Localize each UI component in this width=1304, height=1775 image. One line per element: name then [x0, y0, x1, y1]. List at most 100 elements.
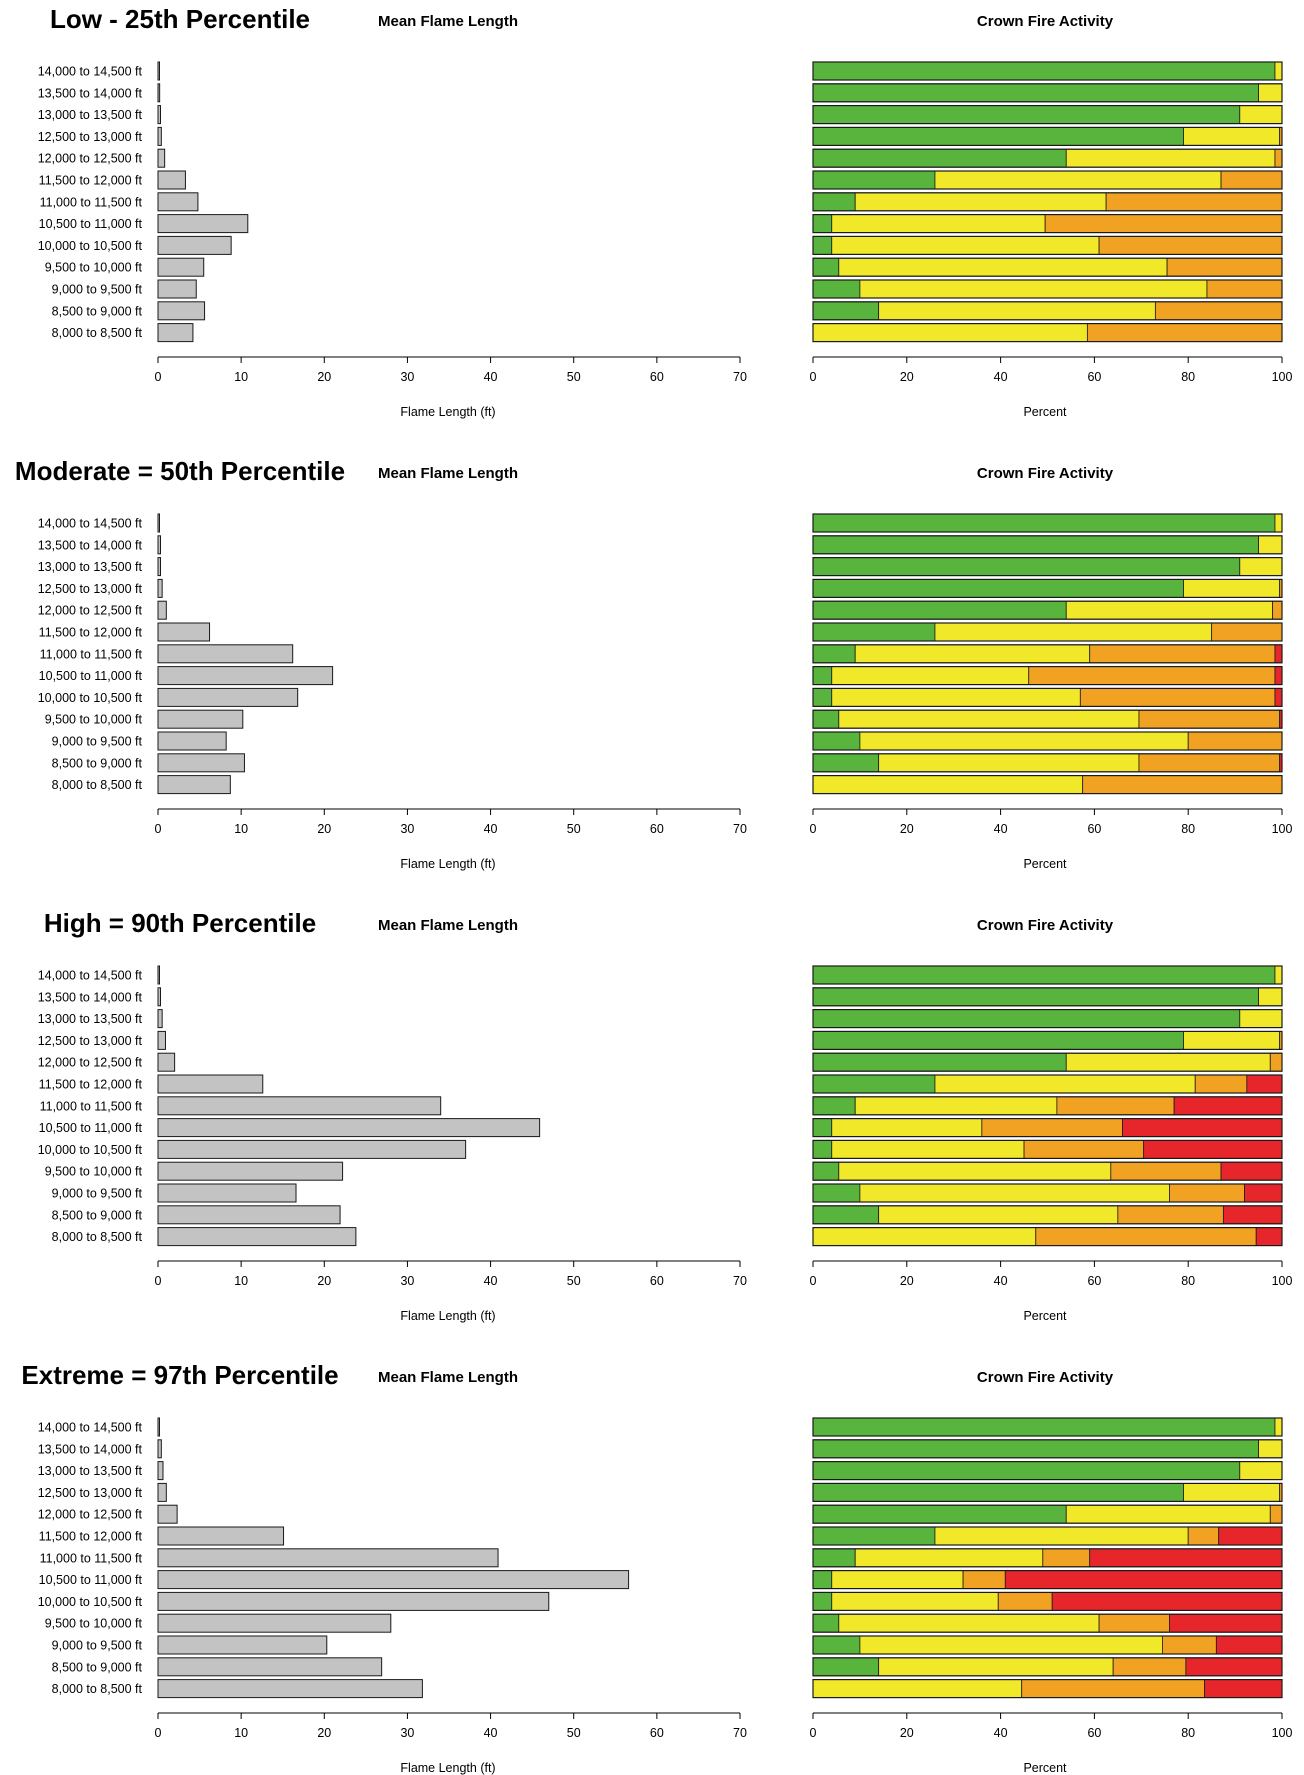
- flame-bar: [157, 687, 299, 707]
- flame-tick-label: 60: [650, 822, 664, 836]
- elevation-label: 11,500 to 12,000 ft: [39, 1530, 143, 1544]
- flame-bar: [157, 1526, 285, 1546]
- crown-chart-title: Crown Fire Activity: [977, 465, 1114, 482]
- panel-3: High = 90th Percentile Mean Flame Length C…: [38, 908, 1293, 1323]
- flame-bar: [157, 1205, 341, 1225]
- crown-segment: [812, 1461, 1241, 1480]
- crown-segment: [838, 1161, 1112, 1181]
- crown-tick-label: 80: [1181, 822, 1195, 836]
- crown-segment: [997, 1591, 1053, 1611]
- crown-chart-title: Crown Fire Activity: [977, 917, 1114, 934]
- flame-bar: [157, 1009, 163, 1029]
- flame-bar: [157, 1052, 176, 1072]
- crown-bar-outline: [812, 1570, 1283, 1590]
- scenario-title: Low - 25th Percentile: [50, 4, 310, 34]
- crown-segment: [1258, 987, 1283, 1007]
- crown-tick-label: 80: [1181, 370, 1195, 384]
- crown-bar-outline: [812, 1008, 1283, 1029]
- crown-fire-chart: 0 20 40 60 80 100 Percent: [810, 1417, 1292, 1775]
- crown-bar-outline: [812, 622, 1283, 642]
- flame-bar: [157, 83, 161, 103]
- crown-segment: [1044, 214, 1283, 234]
- flame-tick-label: 60: [650, 370, 664, 384]
- crown-segment: [831, 687, 1081, 707]
- crown-fire-chart: 0 20 40 60 80 100 Percent: [810, 965, 1292, 1323]
- crown-segment: [1021, 1679, 1206, 1699]
- elevation-label: 12,500 to 13,000 ft: [38, 130, 143, 144]
- crown-bar-outline: [812, 1030, 1283, 1051]
- crown-segment: [812, 1679, 1023, 1699]
- flame-bar: [157, 513, 160, 533]
- flame-tick-label: 20: [317, 1274, 331, 1288]
- crown-segment: [812, 1139, 833, 1159]
- crown-segment: [1183, 1031, 1281, 1050]
- scenario-title: Extreme = 97th Percentile: [21, 1360, 338, 1390]
- crown-bar-outline: [812, 687, 1283, 707]
- flame-bar: [157, 235, 232, 255]
- crown-segment: [1258, 1439, 1283, 1459]
- flame-tick-label: 70: [733, 1274, 747, 1288]
- flame-tick-label: 30: [400, 370, 414, 384]
- crown-segment: [812, 1074, 936, 1094]
- crown-segment: [1089, 1548, 1283, 1568]
- scenario-title: Moderate = 50th Percentile: [15, 456, 345, 486]
- crown-segment: [1138, 753, 1281, 773]
- flame-chart-title: Mean Flame Length: [378, 465, 518, 482]
- crown-segment: [1239, 1461, 1283, 1480]
- flame-bar: [157, 775, 231, 795]
- crown-segment: [1183, 579, 1281, 598]
- crown-segment: [1211, 622, 1283, 642]
- flame-tick-label: 40: [484, 1726, 498, 1740]
- flame-tick-label: 50: [567, 1726, 581, 1740]
- crown-segment: [1183, 127, 1281, 146]
- flame-tick-label: 20: [317, 822, 331, 836]
- crown-segment: [1065, 600, 1274, 620]
- elevation-label: 10,000 to 10,500 ft: [38, 1143, 143, 1157]
- crown-segment: [812, 1526, 936, 1546]
- crown-segment: [812, 775, 1084, 795]
- crown-tick-label: 80: [1181, 1726, 1195, 1740]
- flame-length-chart: 14,000 to 14,500 ft 13,500 to 14,000 ft 13…: [38, 965, 747, 1323]
- crown-segment: [1220, 1161, 1283, 1181]
- crown-segment: [1274, 1417, 1283, 1437]
- elevation-label: 12,000 to 12,500 ft: [38, 1508, 143, 1522]
- flame-bar: [157, 1118, 541, 1138]
- crown-bar-outline: [812, 1052, 1283, 1072]
- elevation-label: 9,000 to 9,500 ft: [52, 1187, 143, 1201]
- flame-bar: [157, 192, 199, 212]
- crown-bar-outline: [812, 323, 1283, 343]
- crown-bar-outline: [812, 965, 1283, 985]
- elevation-label: 10,500 to 11,000 ft: [39, 217, 143, 231]
- flame-bar: [157, 323, 194, 343]
- crown-segment: [1206, 279, 1283, 299]
- crown-bar-outline: [812, 578, 1283, 599]
- crown-segment: [812, 1591, 833, 1611]
- flame-tick-label: 0: [155, 822, 162, 836]
- crown-segment: [812, 1570, 833, 1590]
- flame-bar: [157, 1635, 328, 1655]
- elevation-label: 10,500 to 11,000 ft: [39, 1121, 143, 1135]
- crown-segment: [1086, 323, 1283, 343]
- elevation-label: 8,500 to 9,000 ft: [52, 304, 143, 318]
- crown-segment: [812, 1227, 1037, 1247]
- crown-segment: [1274, 148, 1283, 168]
- elevation-label: 8,500 to 9,000 ft: [52, 1660, 143, 1674]
- flame-bar: [157, 1183, 297, 1203]
- elevation-label: 9,500 to 10,000 ft: [45, 261, 143, 275]
- crown-segment: [962, 1570, 1006, 1590]
- flame-length-chart: 14,000 to 14,500 ft 13,500 to 14,000 ft 13…: [38, 61, 747, 419]
- crown-segment: [812, 1118, 833, 1138]
- crown-segment: [1185, 1657, 1283, 1677]
- crown-segment: [812, 1635, 861, 1655]
- crown-segment: [1187, 731, 1283, 751]
- crown-segment: [812, 1052, 1067, 1072]
- crown-bar-outline: [812, 1227, 1283, 1247]
- crown-segment: [1255, 1227, 1283, 1247]
- crown-bar-outline: [812, 709, 1283, 729]
- flame-x-axis-label: Flame Length (ft): [400, 1761, 495, 1775]
- flame-x-axis-label: Flame Length (ft): [400, 405, 495, 419]
- crown-segment: [812, 622, 936, 642]
- crown-segment: [831, 1570, 964, 1590]
- crown-tick-label: 40: [994, 1274, 1008, 1288]
- flame-tick-label: 70: [733, 1726, 747, 1740]
